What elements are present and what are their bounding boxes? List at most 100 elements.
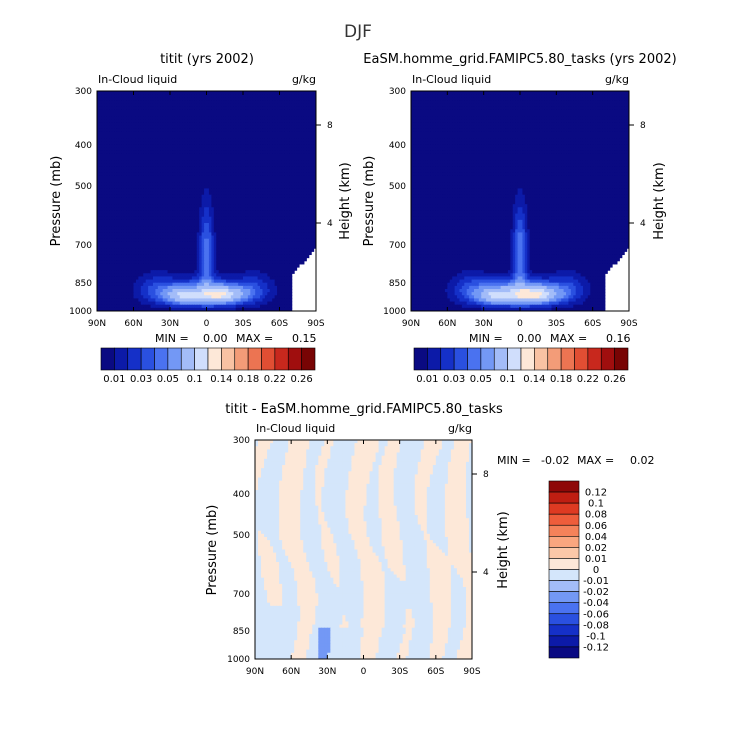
contour-cell xyxy=(311,144,315,149)
contour-cell xyxy=(279,223,283,227)
contour-cell xyxy=(133,138,137,142)
contour-cell xyxy=(196,163,200,168)
contour-cell xyxy=(160,216,164,221)
contour-cell xyxy=(106,241,110,246)
contour-cell xyxy=(114,100,118,105)
contour-cell xyxy=(264,163,268,168)
contour-cell xyxy=(296,131,300,136)
contour-cell xyxy=(262,150,266,155)
contour-cell xyxy=(267,166,271,171)
contour-cell xyxy=(308,226,312,230)
contour-cell xyxy=(116,223,120,227)
contour-cell xyxy=(189,160,193,164)
contour-cell xyxy=(313,144,316,149)
contour-cell xyxy=(182,191,186,196)
contour-cell xyxy=(121,100,125,105)
contour-cell xyxy=(99,94,103,98)
contour-cell xyxy=(152,97,156,102)
contour-cell xyxy=(191,141,195,146)
contour-cell xyxy=(199,216,203,221)
contour-cell xyxy=(301,254,305,259)
contour-cell xyxy=(196,263,200,268)
contour-cell xyxy=(160,263,164,268)
contour-cell xyxy=(308,166,312,171)
contour-cell xyxy=(274,207,278,212)
contour-cell xyxy=(213,235,217,240)
contour-cell xyxy=(114,147,118,152)
contour-cell xyxy=(165,201,169,205)
contour-cell xyxy=(279,97,283,102)
contour-cell xyxy=(211,135,215,139)
contour-cell xyxy=(289,260,293,265)
contour-cell xyxy=(284,248,288,252)
contour-cell xyxy=(221,119,225,124)
contour-cell xyxy=(106,207,110,212)
contour-cell xyxy=(152,106,156,111)
contour-cell xyxy=(114,138,118,142)
contour-cell xyxy=(208,210,212,215)
contour-cell xyxy=(252,219,256,224)
contour-cell xyxy=(194,207,198,212)
contour-cell xyxy=(269,116,273,120)
contour-cell xyxy=(131,103,135,108)
contour-cell xyxy=(211,216,215,221)
contour-cell xyxy=(257,238,261,243)
contour-cell xyxy=(150,160,154,164)
contour-cell xyxy=(201,213,205,218)
contour-cell xyxy=(230,194,234,199)
contour-cell xyxy=(162,103,166,108)
contour-cell xyxy=(240,169,244,174)
contour-cell xyxy=(262,109,266,114)
contour-cell xyxy=(145,216,149,221)
contour-cell xyxy=(126,103,130,108)
contour-cell xyxy=(114,103,118,108)
contour-cell xyxy=(243,109,247,114)
contour-cell xyxy=(298,122,302,127)
contour-cell xyxy=(216,144,220,149)
contour-cell xyxy=(311,235,315,240)
contour-cell xyxy=(106,138,110,142)
contour-cell xyxy=(196,194,200,199)
contour-cell xyxy=(252,131,256,136)
contour-cell xyxy=(218,94,222,98)
contour-cell xyxy=(216,229,220,234)
contour-cell xyxy=(223,204,227,208)
contour-cell xyxy=(269,147,273,152)
contour-cell xyxy=(243,153,247,158)
contour-cell xyxy=(121,147,125,152)
contour-cell xyxy=(221,235,225,240)
contour-cell xyxy=(260,125,264,130)
contour-cell xyxy=(313,97,316,102)
contour-cell xyxy=(160,223,164,227)
contour-cell xyxy=(289,100,293,105)
contour-cell xyxy=(208,213,212,218)
contour-cell xyxy=(170,144,174,149)
contour-cell xyxy=(247,109,251,114)
contour-cell xyxy=(250,135,254,139)
contour-cell xyxy=(298,204,302,208)
contour-cell xyxy=(279,103,283,108)
contour-cell xyxy=(308,169,312,174)
contour-cell xyxy=(99,254,103,259)
contour-cell xyxy=(313,172,316,177)
contour-cell xyxy=(221,157,225,161)
contour-cell xyxy=(97,179,101,183)
contour-cell xyxy=(245,103,249,108)
contour-cell xyxy=(247,185,251,190)
contour-cell xyxy=(111,182,115,186)
contour-cell xyxy=(279,229,283,234)
contour-cell xyxy=(306,201,310,205)
contour-cell xyxy=(101,103,105,108)
contour-cell xyxy=(174,138,178,142)
contour-cell xyxy=(182,219,186,224)
contour-cell xyxy=(296,122,300,127)
contour-cell xyxy=(111,144,115,149)
contour-cell xyxy=(189,97,193,102)
contour-cell xyxy=(189,245,193,249)
contour-cell xyxy=(252,201,256,205)
contour-cell xyxy=(187,160,191,164)
contour-cell xyxy=(189,157,193,161)
contour-cell xyxy=(223,245,227,249)
contour-cell xyxy=(257,191,261,196)
contour-cell xyxy=(189,219,193,224)
